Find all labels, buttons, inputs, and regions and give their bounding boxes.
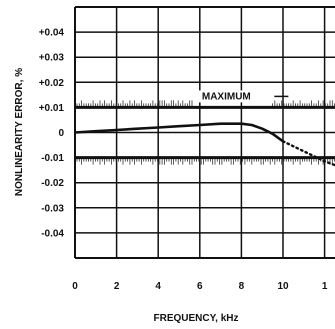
y-tick-label: 0	[58, 128, 64, 139]
grid	[75, 7, 335, 258]
x-tick-label: 10	[277, 281, 289, 292]
plot-frame	[74, 6, 335, 259]
x-tick-label: 6	[197, 281, 203, 292]
y-tick-label: -0.02	[41, 178, 64, 189]
y-tick-label: -0.04	[41, 228, 64, 239]
limit-lines	[75, 100, 335, 165]
series-group	[75, 122, 335, 167]
y-axis-label: NONLINEARITY ERROR, %	[14, 68, 25, 196]
x-tick-labels: 0 2 4 6 8 10 1	[72, 281, 328, 292]
x-tick-label: 2	[114, 281, 120, 292]
x-tick-label: 1	[322, 281, 328, 292]
limit-label: MAXIMUM	[202, 91, 251, 102]
x-tick-label: 0	[72, 281, 78, 292]
y-tick-label: +0.03	[39, 53, 65, 64]
x-tick-label: 8	[239, 281, 245, 292]
limit-label-bg	[197, 90, 273, 103]
y-tick-label: -0.01	[41, 153, 64, 164]
x-tick-label: 4	[155, 281, 161, 292]
y-tick-labels: +0.04 +0.03 +0.02 +0.01 0 -0.01 -0.02 -0.03 -0.0…	[39, 28, 65, 240]
y-tick-label: -0.03	[41, 203, 64, 214]
series-line-extrapolated	[281, 140, 335, 167]
x-axis-label: FREQUENCY, kHz	[153, 313, 238, 324]
y-tick-label: +0.02	[39, 78, 65, 89]
y-tick-label: +0.04	[39, 28, 65, 39]
annotations: MAXIMUM	[197, 90, 289, 103]
series-line	[75, 122, 285, 143]
y-tick-label: +0.01	[39, 103, 65, 114]
